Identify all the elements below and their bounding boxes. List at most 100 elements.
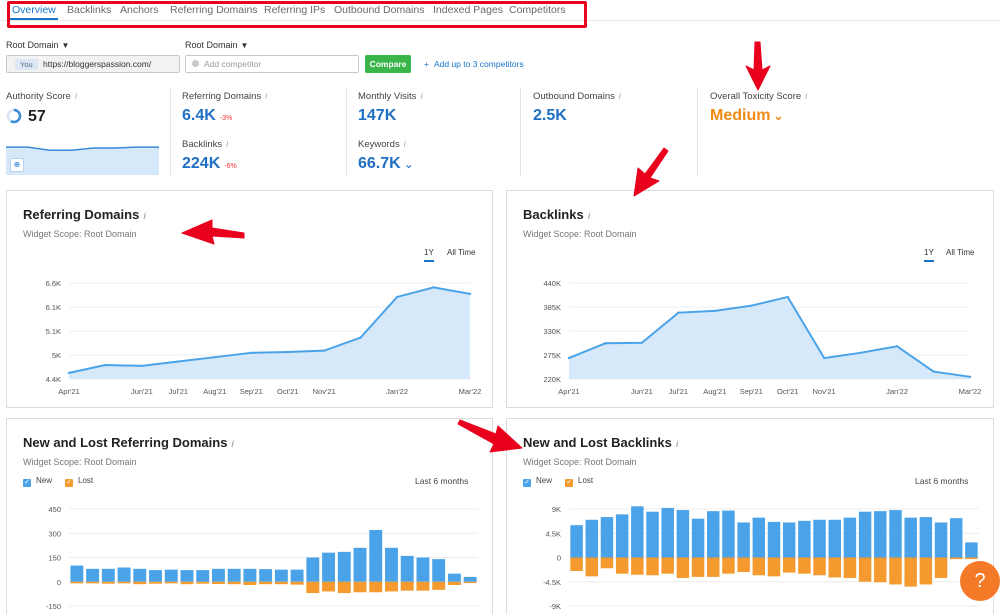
tab-indexed-pages[interactable]: Indexed Pages xyxy=(433,4,504,16)
data-point[interactable] xyxy=(786,295,789,299)
data-point[interactable] xyxy=(640,341,644,344)
bar-lost[interactable] xyxy=(101,581,115,584)
bar-lost[interactable] xyxy=(570,557,583,571)
bar-new[interactable] xyxy=(70,565,84,582)
bar-new[interactable] xyxy=(400,555,414,582)
bar-new[interactable] xyxy=(858,511,872,558)
bar-lost[interactable] xyxy=(767,557,781,577)
bar-lost[interactable] xyxy=(149,581,162,584)
info-icon[interactable]: i xyxy=(74,91,77,101)
bar-new[interactable] xyxy=(752,517,766,558)
tab-outbound-domains[interactable]: Outbound Domains xyxy=(334,4,425,16)
bar-lost[interactable] xyxy=(889,557,902,585)
bar-new[interactable] xyxy=(585,519,599,558)
legend-lost[interactable]: ✓ Lost xyxy=(65,476,93,487)
bar-lost[interactable] xyxy=(904,557,917,587)
bar-new[interactable] xyxy=(337,551,351,582)
info-icon[interactable]: i xyxy=(420,91,423,101)
tab-backlinks[interactable]: Backlinks xyxy=(67,4,112,16)
data-point[interactable] xyxy=(468,292,472,296)
bar-lost[interactable] xyxy=(661,557,674,574)
data-point[interactable] xyxy=(822,356,826,360)
data-point[interactable] xyxy=(177,360,180,363)
bar-lost[interactable] xyxy=(798,557,811,574)
bar-lost[interactable] xyxy=(211,581,225,585)
range-1y-button[interactable]: 1Y xyxy=(424,248,434,262)
bar-new[interactable] xyxy=(722,510,735,558)
bar-lost[interactable] xyxy=(843,557,857,578)
data-point[interactable] xyxy=(968,375,972,379)
bar-new[interactable] xyxy=(934,522,948,558)
bar-new[interactable] xyxy=(86,568,100,582)
bar-new[interactable] xyxy=(259,569,273,582)
bar-lost[interactable] xyxy=(227,581,241,585)
bar-lost[interactable] xyxy=(691,557,705,577)
info-icon[interactable]: i xyxy=(587,211,591,221)
data-point[interactable] xyxy=(322,349,326,352)
tab-overview[interactable]: Overview xyxy=(12,4,56,16)
tab-referring-ips[interactable]: Referring IPs xyxy=(264,4,326,16)
bar-lost[interactable] xyxy=(117,581,131,584)
info-icon[interactable]: i xyxy=(675,439,679,449)
bar-new[interactable] xyxy=(828,519,841,558)
bar-new[interactable] xyxy=(798,520,811,558)
bar-new[interactable] xyxy=(615,514,629,558)
bar-new[interactable] xyxy=(767,521,781,558)
backlinks-metric[interactable]: 224K -6% xyxy=(182,155,237,173)
referring-domains-metric[interactable]: 6.4K -3% xyxy=(182,107,232,125)
bar-new[interactable] xyxy=(600,517,614,558)
bar-lost[interactable] xyxy=(615,557,629,574)
bar-lost[interactable] xyxy=(722,557,735,574)
tab-competitors[interactable]: Competitors xyxy=(509,4,566,16)
bar-new[interactable] xyxy=(290,569,304,582)
bar-new[interactable] xyxy=(889,510,902,558)
info-icon[interactable]: i xyxy=(143,211,146,221)
bar-lost[interactable] xyxy=(965,557,978,560)
data-point[interactable] xyxy=(359,336,362,339)
bar-lost[interactable] xyxy=(707,557,720,577)
bar-lost[interactable] xyxy=(385,581,398,592)
bar-new[interactable] xyxy=(463,576,477,582)
info-icon[interactable]: i xyxy=(226,139,229,149)
info-icon[interactable]: i xyxy=(805,91,808,101)
bar-new[interactable] xyxy=(691,518,705,558)
bar-new[interactable] xyxy=(737,522,750,558)
data-point[interactable] xyxy=(859,351,862,355)
data-point[interactable] xyxy=(213,355,217,359)
root-domain-dropdown-2[interactable]: Root Domain ▼ xyxy=(185,40,248,50)
info-icon[interactable]: i xyxy=(265,91,268,101)
bar-new[interactable] xyxy=(904,517,917,558)
data-point[interactable] xyxy=(895,345,899,348)
range-all-time-button[interactable]: All Time xyxy=(447,248,476,257)
bar-new[interactable] xyxy=(180,570,194,582)
bar-lost[interactable] xyxy=(290,581,304,585)
data-point[interactable] xyxy=(104,363,107,367)
data-point[interactable] xyxy=(713,309,717,313)
bar-lost[interactable] xyxy=(86,581,100,584)
bar-lost[interactable] xyxy=(585,557,599,577)
bar-new[interactable] xyxy=(570,525,583,558)
bar-lost[interactable] xyxy=(934,557,948,578)
data-point[interactable] xyxy=(250,351,253,355)
bar-lost[interactable] xyxy=(274,581,288,585)
bar-new[interactable] xyxy=(196,570,210,582)
legend-new[interactable]: ✓ New xyxy=(523,476,552,487)
data-point[interactable] xyxy=(567,356,571,360)
bar-new[interactable] xyxy=(164,569,178,582)
bar-lost[interactable] xyxy=(432,581,446,590)
bar-lost[interactable] xyxy=(919,557,933,585)
bar-new[interactable] xyxy=(322,552,336,582)
bar-new[interactable] xyxy=(813,519,826,558)
zoom-icon[interactable]: ⊕ xyxy=(10,158,24,172)
bar-lost[interactable] xyxy=(782,557,796,573)
bar-lost[interactable] xyxy=(447,581,461,585)
bar-lost[interactable] xyxy=(828,557,841,578)
help-button[interactable]: ? xyxy=(960,561,1000,601)
tab-referring-domains[interactable]: Referring Domains xyxy=(170,4,258,16)
bar-new[interactable] xyxy=(965,542,978,558)
bar-lost[interactable] xyxy=(70,581,84,584)
bar-new[interactable] xyxy=(631,506,644,558)
bar-new[interactable] xyxy=(949,518,963,558)
competitor-input[interactable]: Add competitor xyxy=(185,55,359,73)
bar-new[interactable] xyxy=(149,570,162,582)
